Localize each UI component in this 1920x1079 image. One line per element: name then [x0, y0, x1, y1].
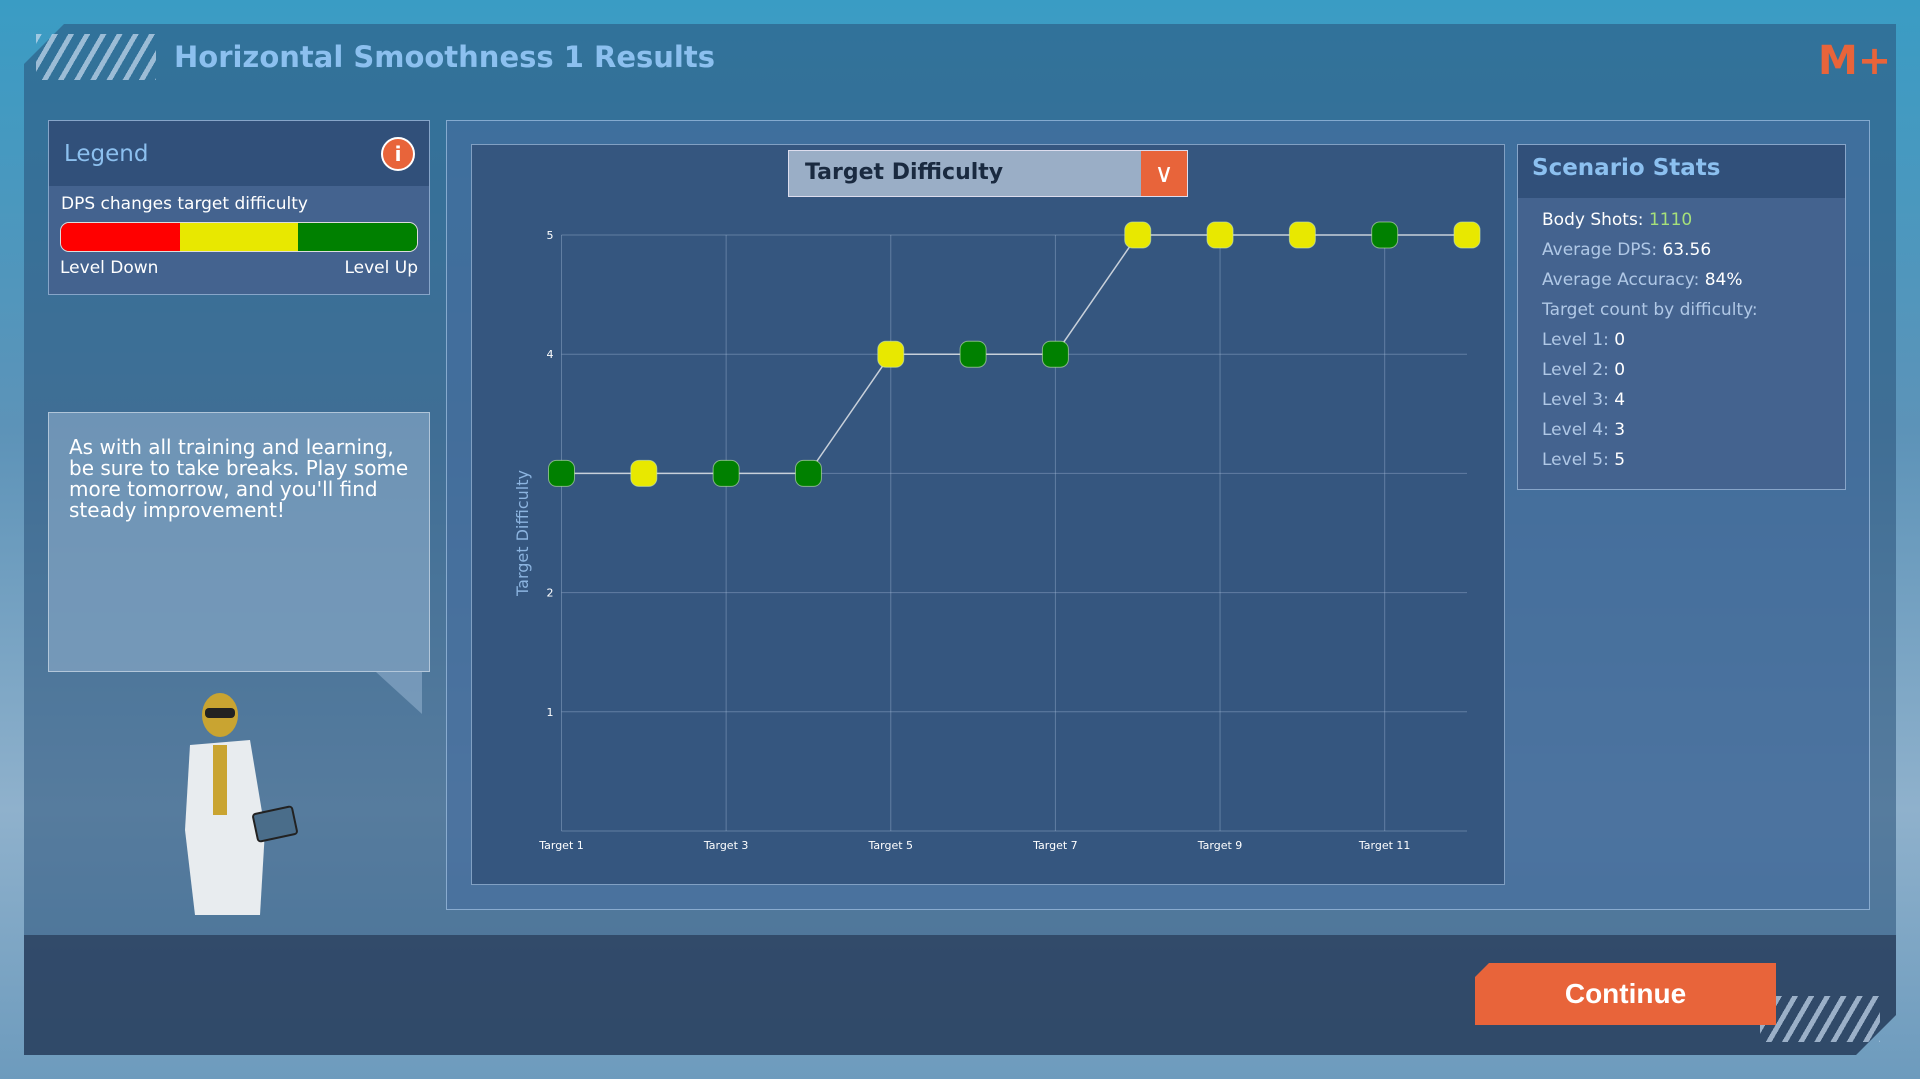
- x-tick-label: Target 1: [538, 839, 584, 852]
- dropdown-selected[interactable]: Target Difficulty: [789, 151, 1141, 196]
- legend-color-bar: [60, 222, 418, 252]
- y-tick-label: 2: [547, 587, 554, 600]
- y-tick-label: 5: [547, 229, 554, 242]
- stats-title: Scenario Stats: [1518, 145, 1845, 198]
- stat-item: Target count by difficulty:: [1542, 300, 1821, 330]
- data-point: [548, 459, 575, 487]
- data-point: [877, 340, 905, 368]
- y-axis-label: Target Difficulty: [513, 470, 532, 597]
- page-title: Horizontal Smoothness 1 Results: [174, 40, 715, 74]
- stat-label: Level 1:: [1542, 330, 1615, 350]
- level-down-label: Level Down: [60, 258, 159, 278]
- series-line: [561, 234, 1467, 475]
- legend-panel: Legend i DPS changes target difficulty L…: [48, 120, 430, 295]
- data-point: [630, 459, 658, 487]
- data-point: [1453, 221, 1481, 249]
- stat-item: Average Accuracy: 84%: [1542, 270, 1821, 300]
- data-point: [1041, 340, 1069, 368]
- stat-value: 84%: [1704, 270, 1743, 290]
- y-tick-label: 1: [547, 706, 554, 719]
- stat-item: Level 4: 3: [1542, 420, 1821, 450]
- stat-label: Level 4:: [1542, 420, 1615, 440]
- data-point: [1371, 221, 1399, 249]
- bubble-tail: [376, 672, 422, 714]
- scenario-stats-panel: Scenario Stats Body Shots: 1110 Average D…: [1517, 144, 1846, 490]
- level-up-swatch: [298, 223, 417, 251]
- data-point: [959, 340, 987, 368]
- stat-value: 4: [1614, 390, 1626, 410]
- stat-value: 1110: [1648, 210, 1693, 230]
- tip-bubble: As with all training and learning, be su…: [48, 412, 430, 672]
- stat-item: Body Shots: 1110: [1542, 210, 1821, 240]
- level-same-swatch: [179, 223, 299, 251]
- stat-item: Average DPS: 63.56: [1542, 240, 1821, 270]
- data-point: [794, 459, 822, 487]
- stat-value: 0: [1614, 330, 1626, 350]
- stripes-decoration: [36, 34, 156, 80]
- continue-button[interactable]: Continue: [1475, 963, 1776, 1025]
- data-point: [712, 459, 740, 487]
- legend-title: Legend: [64, 140, 149, 167]
- stat-label: Level 2:: [1542, 360, 1615, 380]
- data-point: [1288, 221, 1316, 249]
- stat-item: Level 2: 0: [1542, 360, 1821, 390]
- stat-item: Level 5: 5: [1542, 450, 1821, 480]
- stat-item: Level 3: 4: [1542, 390, 1821, 420]
- stat-label: Level 5:: [1542, 450, 1615, 470]
- stat-value: 0: [1614, 360, 1626, 380]
- chevron-down-icon[interactable]: ∨: [1141, 151, 1187, 196]
- x-tick-label: Target 3: [703, 839, 749, 852]
- stat-label: Average Accuracy:: [1542, 270, 1705, 290]
- stat-item: Level 1: 0: [1542, 330, 1821, 360]
- scientist-character: [185, 693, 298, 915]
- x-tick-label: Target 7: [1032, 839, 1078, 852]
- stat-value: 3: [1614, 420, 1626, 440]
- stat-label: Target count by difficulty:: [1542, 300, 1758, 320]
- chart-metric-dropdown[interactable]: Target Difficulty ∨: [788, 150, 1188, 197]
- level-up-label: Level Up: [344, 258, 418, 278]
- data-point: [1206, 221, 1234, 249]
- stat-label: Average DPS:: [1542, 240, 1663, 260]
- chart-area: [471, 144, 1505, 885]
- stat-label: Level 3:: [1542, 390, 1615, 410]
- info-icon[interactable]: i: [381, 136, 415, 171]
- stat-label: Body Shots:: [1542, 210, 1649, 230]
- stat-value: 63.56: [1662, 240, 1712, 260]
- logo: M+: [1818, 38, 1892, 84]
- x-tick-label: Target 5: [868, 839, 914, 852]
- legend-description: DPS changes target difficulty: [61, 194, 308, 214]
- x-tick-label: Target 9: [1197, 839, 1243, 852]
- x-tick-label: Target 11: [1358, 839, 1411, 852]
- data-point: [1124, 221, 1152, 249]
- stat-value: 5: [1614, 450, 1626, 470]
- y-tick-label: 4: [547, 348, 554, 361]
- level-down-swatch: [61, 223, 180, 251]
- stripes-decoration: [1760, 996, 1880, 1042]
